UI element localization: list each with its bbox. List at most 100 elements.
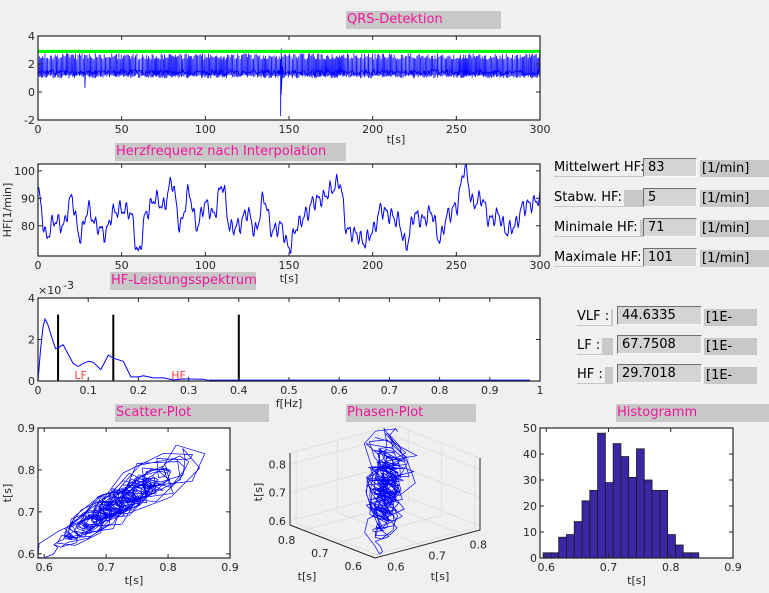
histogram-bar: [636, 448, 645, 559]
hr-ylabel: HF[1/min]: [1, 183, 14, 238]
phase-xtick-label: 0.7: [428, 549, 446, 562]
phase-axes: [289, 424, 481, 559]
lf-label-text: LF :: [577, 337, 603, 354]
hr-xtick-label: 100: [195, 259, 216, 272]
phase-grid-line: [295, 451, 382, 557]
qrs-ytick-label: 2: [28, 58, 35, 71]
histogram-bar: [566, 534, 575, 559]
histogram-bar: [573, 521, 583, 559]
histogram-xlabel: t[s]: [627, 574, 646, 587]
phase-grid-line: [336, 443, 443, 544]
histogram-ytick-label: 30: [523, 474, 537, 487]
histogram-bar: [581, 500, 591, 559]
histogram-axes: [540, 428, 733, 559]
histogram-bar: [628, 476, 637, 559]
qrs-xlabel: t[s]: [387, 133, 406, 146]
lf-label: LF :: [577, 337, 613, 355]
spectrum-line: [37, 318, 530, 382]
histogram-ytick-label: 50: [523, 422, 537, 435]
spectrum-xtick-label: 0.2: [130, 384, 148, 397]
qrs-xtick-label: 50: [115, 123, 129, 136]
histogram-ytick-label: 0: [530, 552, 537, 565]
phase-grid-line: [336, 440, 423, 546]
hf-label: HF :: [577, 366, 613, 384]
scatter-xtick-label: 0.9: [221, 561, 239, 574]
max-hr-field[interactable]: [643, 248, 697, 267]
scatter-ytick-label: 0.8: [18, 464, 36, 477]
hr-ytick-label: 90: [21, 192, 35, 205]
qrs-axes: [37, 36, 541, 120]
histogram-bar: [604, 482, 614, 559]
spectrum-plot-area: [38, 298, 540, 381]
scatter-line: [37, 444, 206, 559]
scatter-xtick-label: 0.6: [35, 561, 53, 574]
histogram-xtick-label: 0.6: [537, 561, 555, 574]
histogram-xtick-label: 0.7: [600, 561, 618, 574]
scatter-ytick-label: 0.6: [18, 548, 36, 561]
max-hr-label: Maximale HF:: [554, 249, 668, 267]
hr-xlabel: t[s]: [280, 272, 299, 285]
phase-ytick-label: 0.8: [278, 534, 296, 547]
qrs-xtick-label: 250: [446, 123, 467, 136]
min-hr-label: Minimale HF:: [554, 219, 668, 237]
std-hr-unit: [1/min]: [700, 190, 769, 207]
mean-hr-label: Mittelwert HF:: [554, 159, 668, 177]
qrs-xtick-label: 300: [530, 123, 551, 136]
min-hr-label-text: Minimale HF:: [554, 219, 640, 236]
phase-title: Phasen-Plot: [346, 404, 476, 422]
phase-grid-line: [303, 430, 409, 531]
hf-field[interactable]: [617, 364, 702, 383]
hr-ytick-label: 100: [14, 165, 35, 178]
scatter-ytick-label: 0.7: [18, 506, 36, 519]
hr-axes: [37, 163, 541, 256]
histogram-bar: [682, 552, 692, 559]
spectrum-ytick-label: 2: [28, 334, 35, 347]
spectrum-xtick-label: 0.9: [481, 384, 499, 397]
scatter-axes: [37, 428, 230, 559]
mean-hr-field[interactable]: [643, 158, 697, 177]
histogram-bar: [675, 544, 684, 559]
max-hr-label-text: Maximale HF:: [554, 249, 644, 266]
histogram-title: Histogramm: [616, 404, 769, 422]
vlf-label: VLF :: [577, 308, 613, 326]
histogram-xtick-label: 0.8: [662, 561, 680, 574]
phase-grid-line: [378, 429, 464, 535]
phase-ztick-label: 0.8: [269, 458, 287, 471]
scatter-title: Scatter-Plot: [115, 404, 269, 422]
hr-title: Herzfrequenz nach Interpolation: [115, 143, 346, 161]
histogram-bar: [589, 489, 598, 559]
scatter-frame: [37, 427, 231, 559]
spectrum-band-label-hf: HF: [171, 369, 186, 382]
hr-xtick-label: 250: [446, 259, 467, 272]
histogram-bar: [651, 489, 661, 559]
hf-label-text: HF :: [577, 366, 605, 383]
phase-axis-lines: [289, 453, 481, 559]
histogram-ytick-label: 40: [523, 448, 537, 461]
min-hr-field[interactable]: [643, 218, 697, 237]
hr-xtick-label: 0: [35, 259, 42, 272]
std-hr-field[interactable]: [643, 188, 697, 207]
phase-grid-line: [369, 456, 476, 557]
lf-field[interactable]: [617, 335, 702, 354]
scatter-ylabel: t[s]: [1, 484, 14, 503]
spectrum-ytick-label: 0: [28, 375, 35, 388]
vlf-label-text: VLF :: [577, 308, 612, 325]
phase-ytick-label: 0.7: [311, 547, 329, 560]
hr-xtick-label: 150: [279, 259, 300, 272]
histogram-bar: [620, 456, 630, 559]
vlf-field[interactable]: [617, 306, 702, 325]
qrs-title: QRS-Detektion: [346, 11, 501, 29]
histogram-bar: [690, 552, 700, 559]
mean-hr-unit: [1/min]: [700, 160, 769, 177]
qrs-ytick-label: 0: [28, 86, 35, 99]
spectrum-band-label-lf: LF: [74, 369, 86, 382]
mean-hr-label-text: Mittelwert HF:: [554, 159, 647, 176]
histogram-xtick-label: 0.9: [724, 561, 742, 574]
phase-ztick-label: 0.6: [269, 515, 287, 528]
qrs-xtick-label: 200: [362, 123, 383, 136]
spectrum-title: HF-Leistungsspektrum: [110, 272, 256, 290]
hr-ytick-label: 80: [21, 220, 35, 233]
spectrum-ytick-label: 4: [28, 292, 35, 305]
qrs-xtick-label: 150: [279, 123, 300, 136]
